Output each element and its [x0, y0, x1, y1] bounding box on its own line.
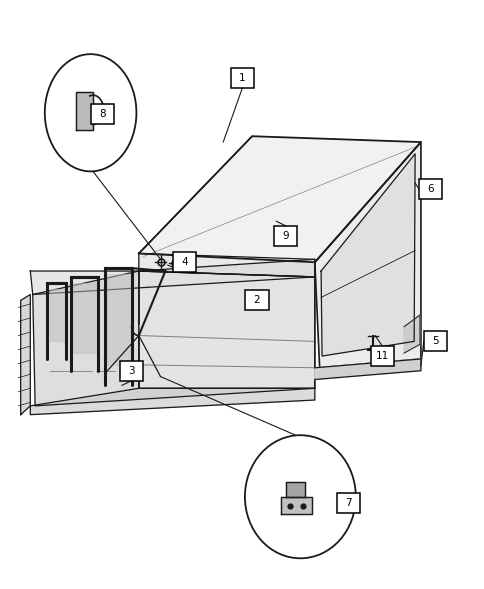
Bar — [91, 104, 114, 124]
Polygon shape — [285, 482, 304, 497]
Text: 5: 5 — [431, 336, 438, 346]
Polygon shape — [314, 359, 420, 379]
Bar — [230, 68, 254, 88]
Polygon shape — [76, 92, 93, 130]
Bar — [120, 360, 143, 380]
Polygon shape — [73, 283, 98, 353]
Bar — [423, 332, 446, 352]
Text: 3: 3 — [128, 366, 135, 376]
Bar — [245, 290, 268, 310]
Polygon shape — [106, 274, 130, 365]
Polygon shape — [30, 259, 314, 294]
Bar — [418, 179, 441, 199]
Text: 6: 6 — [426, 184, 433, 194]
Text: 2: 2 — [253, 295, 260, 305]
Polygon shape — [281, 497, 312, 514]
Ellipse shape — [45, 54, 136, 171]
Text: 9: 9 — [282, 231, 288, 241]
Polygon shape — [49, 289, 66, 342]
Polygon shape — [320, 154, 414, 356]
Polygon shape — [32, 271, 314, 406]
Polygon shape — [30, 388, 314, 415]
Polygon shape — [138, 136, 420, 262]
Polygon shape — [138, 271, 314, 388]
Polygon shape — [21, 294, 30, 415]
Bar — [173, 252, 196, 272]
Polygon shape — [314, 142, 420, 368]
Text: 7: 7 — [345, 498, 351, 508]
Bar — [370, 346, 393, 366]
Ellipse shape — [244, 435, 355, 558]
Text: 1: 1 — [239, 72, 245, 82]
Text: 4: 4 — [181, 257, 188, 267]
Text: 11: 11 — [375, 351, 388, 361]
Polygon shape — [138, 253, 314, 277]
Text: 8: 8 — [99, 109, 106, 119]
Polygon shape — [403, 315, 419, 353]
Bar — [336, 492, 360, 512]
Bar — [274, 226, 297, 246]
